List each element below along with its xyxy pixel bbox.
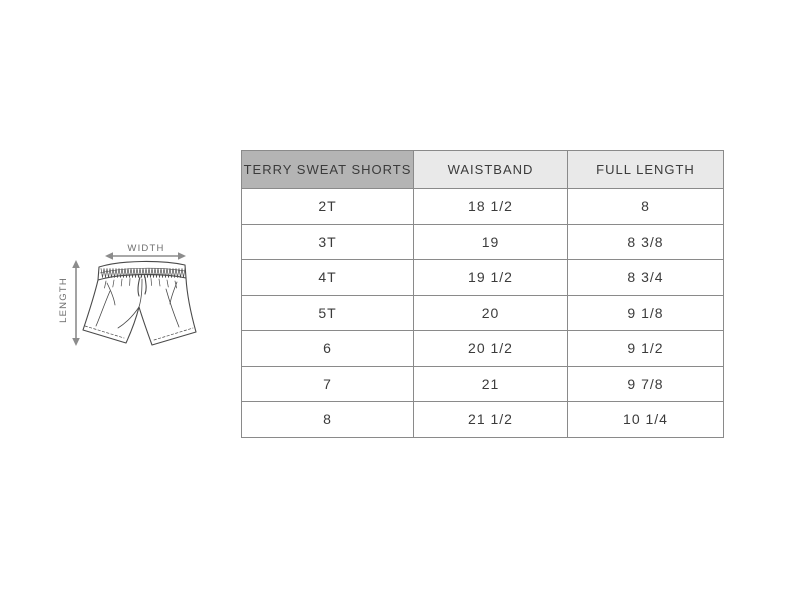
size-cell: 4T: [241, 259, 414, 296]
waistband-cell: 20 1/2: [413, 330, 568, 367]
table-row: 5T 20 9 1/8: [241, 294, 724, 331]
waistband-cell: 20: [413, 294, 568, 331]
header-product: TERRY SWEAT SHORTS: [241, 150, 414, 189]
size-cell: 6: [241, 330, 414, 367]
size-cell: 3T: [241, 223, 414, 260]
table-row: 7 21 9 7/8: [241, 365, 724, 402]
header-row: TERRY SWEAT SHORTS WAISTBAND FULL LENGTH: [241, 150, 724, 189]
waistband-cell: 18 1/2: [413, 188, 568, 225]
waistband-cell: 19: [413, 223, 568, 260]
size-cell: 7: [241, 365, 414, 402]
length-label: LENGTH: [58, 277, 69, 323]
table-row: 3T 19 8 3/8: [241, 223, 724, 260]
header-full-length: FULL LENGTH: [567, 150, 724, 189]
width-arrow: [105, 252, 186, 260]
width-label: WIDTH: [127, 243, 164, 254]
shorts-drawing: [82, 260, 197, 346]
table-row: 2T 18 1/2 8: [241, 188, 724, 225]
waistband-cell: 19 1/2: [413, 259, 568, 296]
size-chart: TERRY SWEAT SHORTS WAISTBAND FULL LENGTH…: [241, 150, 724, 438]
size-cell: 2T: [241, 188, 414, 225]
table-row: 8 21 1/2 10 1/4: [241, 401, 724, 438]
size-cell: 8: [241, 401, 414, 438]
full-length-cell: 10 1/4: [567, 401, 724, 438]
full-length-cell: 8: [567, 188, 724, 225]
size-chart-table: TERRY SWEAT SHORTS WAISTBAND FULL LENGTH…: [241, 150, 724, 438]
table-row: 4T 19 1/2 8 3/4: [241, 259, 724, 296]
shorts-illustration: WIDTH LENGTH: [58, 243, 197, 346]
full-length-cell: 8 3/4: [567, 259, 724, 296]
shorts-measurement-diagram: WIDTH LENGTH: [54, 237, 206, 361]
full-length-cell: 8 3/8: [567, 223, 724, 260]
waistband-cell: 21: [413, 365, 568, 402]
length-arrow: [72, 260, 80, 346]
full-length-cell: 9 1/2: [567, 330, 724, 367]
header-waistband: WAISTBAND: [413, 150, 568, 189]
waistband-cell: 21 1/2: [413, 401, 568, 438]
full-length-cell: 9 7/8: [567, 365, 724, 402]
table-row: 6 20 1/2 9 1/2: [241, 330, 724, 367]
full-length-cell: 9 1/8: [567, 294, 724, 331]
size-cell: 5T: [241, 294, 414, 331]
